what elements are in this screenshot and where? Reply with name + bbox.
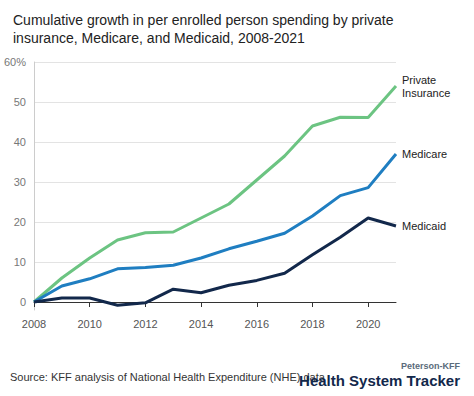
svg-text:Medicaid: Medicaid bbox=[402, 220, 446, 232]
svg-text:2020: 2020 bbox=[356, 318, 380, 330]
svg-text:insurance, Medicare, and Medic: insurance, Medicare, and Medicaid, 2008-… bbox=[13, 30, 305, 46]
svg-text:2010: 2010 bbox=[77, 318, 101, 330]
svg-text:40: 40 bbox=[14, 136, 26, 148]
svg-text:2008: 2008 bbox=[22, 318, 46, 330]
svg-text:2018: 2018 bbox=[300, 318, 324, 330]
svg-text:60%: 60% bbox=[4, 56, 26, 68]
svg-text:Health System Tracker: Health System Tracker bbox=[299, 372, 460, 389]
svg-text:2014: 2014 bbox=[189, 318, 213, 330]
svg-text:20: 20 bbox=[14, 216, 26, 228]
svg-text:2016: 2016 bbox=[245, 318, 269, 330]
svg-text:Source: KFF analysis of Nation: Source: KFF analysis of National Health … bbox=[10, 371, 326, 383]
svg-text:Peterson-KFF: Peterson-KFF bbox=[401, 361, 461, 371]
svg-text:10: 10 bbox=[14, 256, 26, 268]
svg-text:Cumulative growth in per enrol: Cumulative growth in per enrolled person… bbox=[13, 12, 397, 28]
svg-text:0: 0 bbox=[20, 296, 26, 308]
svg-text:Private: Private bbox=[402, 74, 439, 86]
svg-text:2012: 2012 bbox=[133, 318, 157, 330]
svg-text:30: 30 bbox=[14, 176, 26, 188]
svg-text:50: 50 bbox=[14, 96, 26, 108]
svg-text:Insurance: Insurance bbox=[402, 87, 450, 99]
svg-text:Medicare: Medicare bbox=[402, 148, 447, 160]
